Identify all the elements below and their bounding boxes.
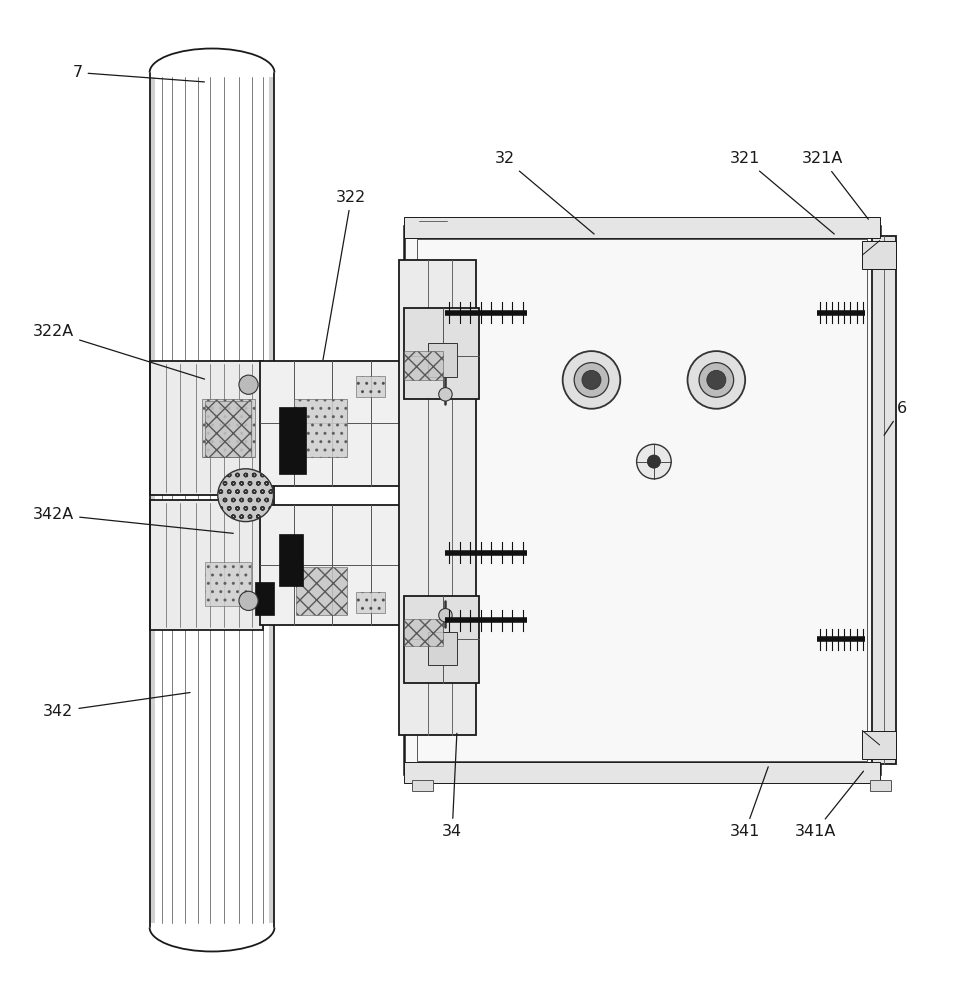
Bar bbox=[428, 343, 456, 377]
Bar bbox=[404, 596, 479, 683]
Bar bbox=[404, 308, 479, 399]
Circle shape bbox=[687, 351, 745, 409]
Bar bbox=[149, 500, 262, 630]
Bar bbox=[293, 399, 346, 457]
Circle shape bbox=[438, 388, 452, 401]
Circle shape bbox=[238, 375, 258, 394]
Bar bbox=[356, 376, 384, 397]
Bar bbox=[404, 351, 442, 380]
Bar bbox=[279, 534, 303, 586]
Text: 7: 7 bbox=[72, 65, 205, 82]
Text: 322A: 322A bbox=[33, 324, 205, 379]
Bar bbox=[205, 401, 251, 457]
Bar bbox=[404, 217, 878, 238]
Text: 321A: 321A bbox=[801, 151, 868, 219]
Circle shape bbox=[647, 455, 660, 468]
Text: 341A: 341A bbox=[794, 771, 863, 839]
Bar bbox=[404, 226, 878, 774]
Bar bbox=[428, 632, 456, 665]
Bar bbox=[861, 731, 895, 759]
Text: 322: 322 bbox=[323, 190, 366, 360]
Bar bbox=[404, 619, 442, 646]
Bar bbox=[259, 505, 418, 625]
Bar bbox=[279, 407, 306, 474]
Bar bbox=[356, 592, 384, 613]
Bar bbox=[149, 77, 155, 923]
Circle shape bbox=[238, 591, 258, 610]
Bar bbox=[295, 567, 346, 615]
Circle shape bbox=[636, 444, 671, 479]
Bar bbox=[205, 562, 251, 606]
Bar bbox=[259, 361, 418, 486]
Bar bbox=[871, 236, 895, 764]
Text: 342A: 342A bbox=[33, 507, 233, 533]
Bar bbox=[869, 780, 890, 791]
Text: 342: 342 bbox=[43, 693, 190, 719]
Circle shape bbox=[438, 609, 452, 622]
Bar bbox=[411, 780, 432, 791]
Bar bbox=[861, 241, 895, 269]
Text: 32: 32 bbox=[495, 151, 594, 234]
Text: 321: 321 bbox=[729, 151, 833, 234]
Bar bbox=[149, 361, 262, 495]
Text: 34: 34 bbox=[442, 733, 462, 839]
Circle shape bbox=[581, 370, 601, 389]
Circle shape bbox=[574, 363, 608, 397]
Bar bbox=[416, 239, 866, 761]
Bar bbox=[268, 77, 274, 923]
Text: 6: 6 bbox=[883, 401, 906, 435]
Circle shape bbox=[699, 363, 733, 397]
Ellipse shape bbox=[217, 469, 273, 522]
Bar bbox=[404, 762, 878, 783]
Circle shape bbox=[706, 370, 726, 389]
Circle shape bbox=[562, 351, 620, 409]
Text: 341: 341 bbox=[729, 767, 768, 839]
Bar bbox=[255, 582, 274, 615]
Bar bbox=[202, 399, 255, 457]
Bar bbox=[399, 260, 476, 735]
